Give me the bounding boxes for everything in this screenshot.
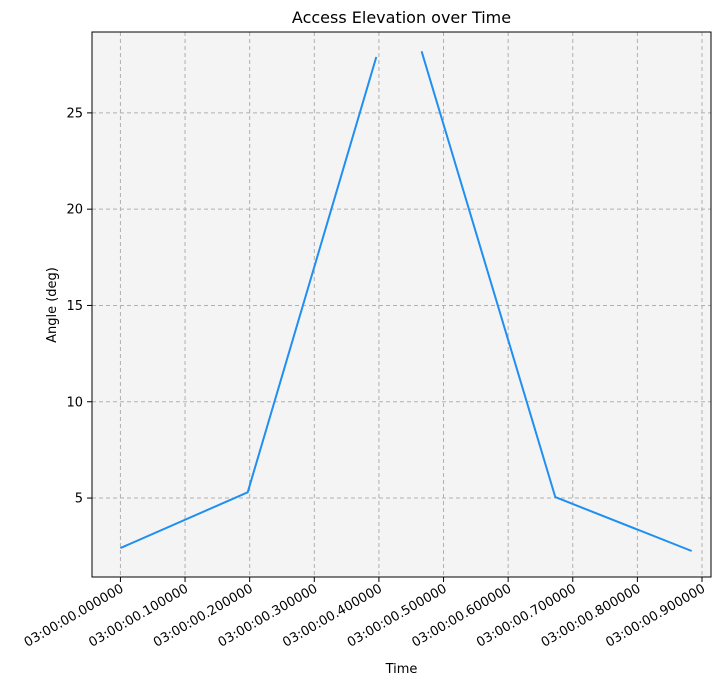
- y-tick-label: 25: [66, 106, 83, 121]
- y-axis-ticks: 5 10 15 20 25: [66, 106, 92, 507]
- x-axis-label: Time: [385, 662, 418, 677]
- x-axis-ticks: 03:00:00.00000003:00:00.10000003:00:00.2…: [22, 577, 708, 651]
- y-tick-label: 15: [66, 299, 83, 314]
- y-tick-label: 20: [66, 203, 83, 218]
- y-tick-label: 10: [66, 395, 83, 410]
- plot-frame: [91, 31, 712, 578]
- series-line-segment: [420, 51, 693, 552]
- y-axis-label: Angle (deg): [45, 267, 60, 343]
- grid-lines: [92, 32, 711, 577]
- series-lines: [119, 51, 693, 552]
- series-line-segment: [119, 56, 378, 550]
- plot-background: [92, 32, 711, 577]
- chart-title: Access Elevation over Time: [292, 8, 511, 27]
- y-tick-label: 5: [75, 492, 83, 507]
